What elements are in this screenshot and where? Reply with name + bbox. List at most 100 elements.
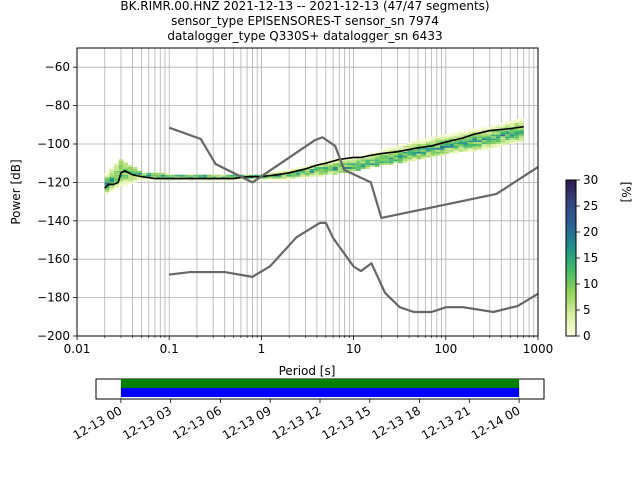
density-cell bbox=[351, 165, 357, 168]
density-cell bbox=[365, 161, 371, 164]
density-cell bbox=[514, 132, 520, 135]
density-cell bbox=[123, 167, 129, 169]
density-cell bbox=[500, 136, 506, 139]
density-cell bbox=[356, 157, 361, 160]
density-cell bbox=[114, 163, 119, 166]
density-cell bbox=[449, 144, 454, 146]
density-cell bbox=[114, 176, 119, 179]
density-cell bbox=[439, 147, 445, 150]
density-cell bbox=[486, 144, 492, 146]
density-cell bbox=[379, 161, 385, 164]
density-cell bbox=[398, 161, 403, 164]
timeline-tick-label: 12-13 06 bbox=[170, 403, 224, 442]
density-cell bbox=[174, 176, 180, 179]
density-cell bbox=[486, 138, 492, 141]
density-cell bbox=[230, 176, 236, 179]
mean-line bbox=[104, 125, 524, 189]
density-cell bbox=[458, 130, 464, 133]
density-cell bbox=[384, 157, 389, 160]
density-cell bbox=[309, 170, 315, 173]
psd-plot-area: 0.01 0.1 1 10 100 1000 −200 −180 −160 −140 −120 −1… bbox=[37, 47, 554, 356]
density-cell bbox=[318, 167, 324, 169]
density-cell bbox=[370, 165, 375, 168]
density-cell bbox=[495, 130, 501, 133]
density-cell bbox=[519, 124, 524, 127]
density-cell bbox=[444, 144, 450, 146]
density-cell bbox=[421, 155, 426, 158]
density-cell bbox=[416, 151, 422, 154]
density-cell bbox=[314, 167, 319, 169]
density-cell bbox=[337, 168, 343, 171]
density-cell bbox=[500, 126, 506, 129]
density-cell bbox=[388, 159, 394, 162]
density-cell bbox=[332, 165, 338, 168]
density-cell bbox=[425, 147, 431, 150]
density-cell bbox=[505, 120, 510, 123]
y-axis-ticks: −200 −180 −160 −140 −120 −100 −80 −60 bbox=[37, 60, 77, 343]
density-cell bbox=[169, 178, 175, 181]
density-cell bbox=[481, 147, 487, 150]
density-cell bbox=[477, 138, 482, 141]
density-cell bbox=[435, 145, 440, 148]
density-cell bbox=[332, 172, 338, 175]
density-cell bbox=[365, 167, 371, 169]
density-cell bbox=[416, 155, 422, 158]
density-cell bbox=[486, 145, 492, 148]
y-tick-label: −100 bbox=[37, 137, 70, 151]
density-cell bbox=[425, 144, 431, 146]
density-cell bbox=[481, 142, 487, 144]
density-cell bbox=[104, 172, 110, 175]
density-cell bbox=[398, 144, 403, 146]
density-cell bbox=[174, 174, 180, 177]
density-cell bbox=[467, 142, 473, 144]
density-cell bbox=[449, 138, 454, 141]
density-cell bbox=[267, 178, 273, 181]
density-cell bbox=[500, 124, 506, 127]
density-cell bbox=[267, 176, 273, 179]
density-cell bbox=[472, 144, 478, 146]
density-cell bbox=[249, 176, 254, 179]
density-cell bbox=[374, 155, 380, 158]
density-cell bbox=[160, 178, 166, 181]
density-cell bbox=[411, 140, 417, 143]
density-cell bbox=[407, 155, 412, 158]
x-tick-label: 0.1 bbox=[160, 342, 179, 356]
density-cell bbox=[379, 159, 385, 162]
density-cell bbox=[421, 144, 426, 146]
density-cell bbox=[514, 119, 520, 121]
timeline-tick-label: 12-13 21 bbox=[419, 403, 473, 442]
density-cell bbox=[225, 174, 231, 177]
density-cell bbox=[304, 165, 310, 168]
density-cell bbox=[235, 178, 240, 181]
density-cell bbox=[328, 167, 333, 169]
density-cell bbox=[435, 147, 440, 150]
density-cell bbox=[411, 149, 417, 152]
density-cell bbox=[304, 176, 310, 179]
density-cell bbox=[514, 134, 520, 137]
density-cell bbox=[114, 172, 119, 175]
density-cell bbox=[207, 178, 212, 181]
x-tick-label: 1000 bbox=[523, 342, 554, 356]
density-cell bbox=[318, 168, 324, 171]
density-cell bbox=[169, 176, 175, 179]
timeline-tick-label: 12-14 00 bbox=[469, 403, 523, 442]
density-cell bbox=[272, 178, 277, 181]
timeline-bars bbox=[120, 379, 520, 397]
density-cell bbox=[272, 176, 277, 179]
density-cell bbox=[370, 161, 375, 164]
density-cell bbox=[393, 155, 399, 158]
density-cell bbox=[323, 172, 329, 175]
density-cell bbox=[398, 155, 403, 158]
density-cell bbox=[323, 168, 329, 171]
density-cell bbox=[314, 168, 319, 171]
density-cell bbox=[430, 142, 436, 144]
density-cell bbox=[160, 174, 166, 177]
density-cell bbox=[509, 140, 515, 143]
density-cell bbox=[495, 138, 501, 141]
density-cell bbox=[221, 176, 226, 179]
density-cell bbox=[509, 142, 515, 144]
y-tick-label: −200 bbox=[37, 329, 70, 343]
density-cell bbox=[230, 178, 236, 181]
density-cell bbox=[509, 124, 515, 127]
density-cell bbox=[402, 159, 408, 162]
